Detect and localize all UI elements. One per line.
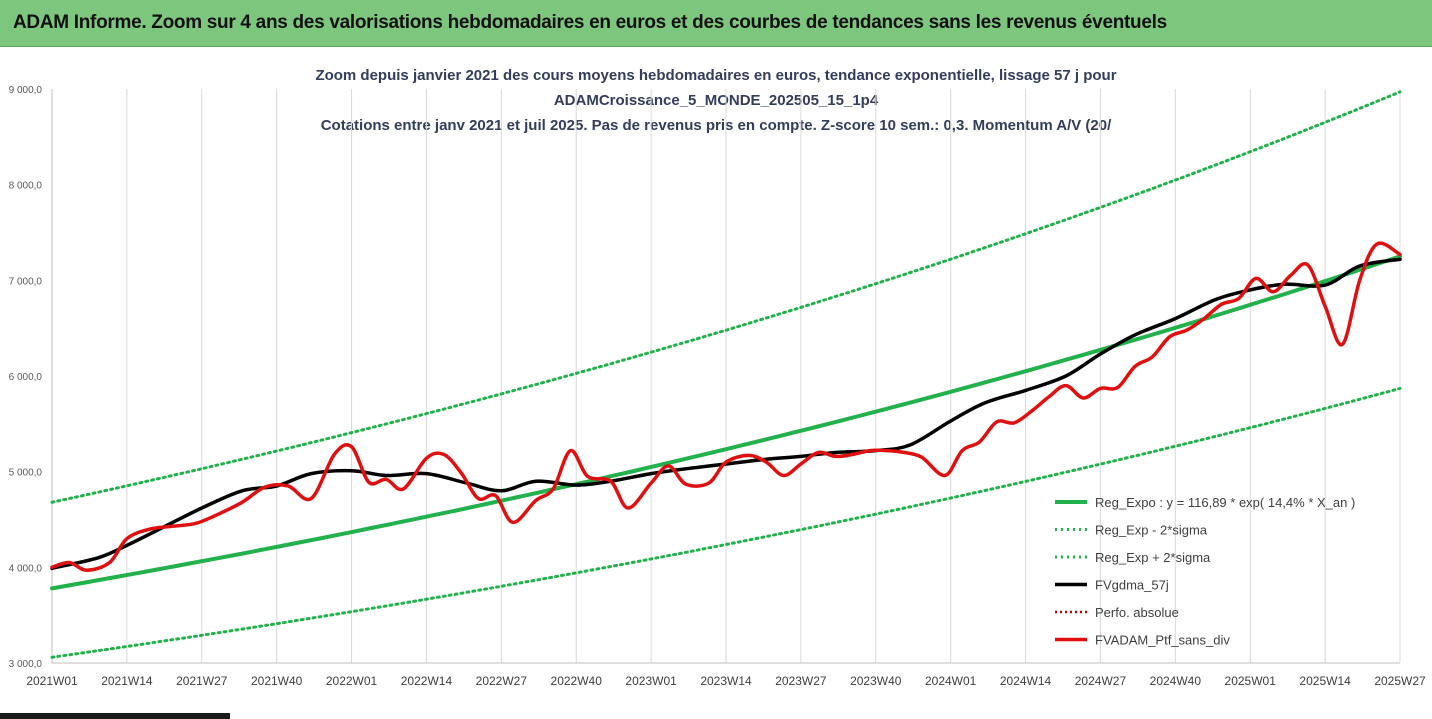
upper-sigma-band	[50, 90, 1402, 504]
x-tick-label: 2023W01	[625, 674, 677, 688]
legend-label: FVADAM_Ptf_sans_div	[1095, 633, 1230, 648]
x-tick-label: 2021W27	[176, 674, 228, 688]
x-tick-label: 2025W27	[1374, 674, 1426, 688]
legend-label: Reg_Expo : y = 116,89 * exp( 14,4% * X_a…	[1095, 495, 1355, 510]
x-tick-label: 2023W14	[700, 674, 752, 688]
y-tick-label: 6 000,0	[9, 372, 43, 383]
legend-label: Reg_Exp + 2*sigma	[1095, 550, 1211, 565]
y-tick-label: 3 000,0	[9, 659, 43, 670]
chart-title-line-1: Zoom depuis janvier 2021 des cours moyen…	[315, 67, 1117, 84]
x-tick-label: 2023W40	[850, 674, 902, 688]
banner: ADAM Informe. Zoom sur 4 ans des valoris…	[0, 0, 1432, 47]
x-tick-label: 2024W14	[1000, 674, 1052, 688]
x-tick-label: 2023W27	[775, 674, 827, 688]
banner-title: ADAM Informe. Zoom sur 4 ans des valoris…	[13, 12, 1167, 33]
x-tick-label: 2024W27	[1075, 674, 1127, 688]
x-tick-label: 2022W40	[551, 674, 603, 688]
portfolio-line	[50, 241, 1402, 572]
x-tick-label: 2022W27	[476, 674, 528, 688]
x-tick-label: 2021W40	[251, 674, 303, 688]
x-tick-label: 2025W14	[1299, 674, 1351, 688]
y-tick-label: 7 000,0	[9, 276, 43, 287]
regression-line	[50, 254, 1402, 591]
y-tick-label: 8 000,0	[9, 181, 43, 192]
x-tick-label: 2024W40	[1150, 674, 1202, 688]
x-tick-label: 2021W14	[101, 674, 153, 688]
chart-title-line-3: Cotations entre janv 2021 et juil 2025. …	[320, 117, 1112, 134]
chart-area: Zoom depuis janvier 2021 des cours moyen…	[0, 47, 1432, 719]
x-tick-label: 2021W01	[26, 674, 78, 688]
grid-layer	[51, 89, 1401, 663]
x-tick-label: 2022W01	[326, 674, 378, 688]
lower-sigma-band	[50, 386, 1402, 659]
chart-title-line-2: ADAMCroissance_5_MONDE_202505_15_1p4	[553, 92, 879, 109]
series-layer	[50, 90, 1402, 659]
legend-label: Reg_Exp - 2*sigma	[1095, 523, 1208, 538]
legend-label: Perfo. absolue	[1095, 605, 1179, 620]
x-tick-label: 2024W01	[925, 674, 977, 688]
axis-layer: 2021W01 2021W14 2021W27 2021W40 2022W01 2022W…	[9, 85, 1426, 688]
y-tick-label: 9 000,0	[9, 85, 43, 96]
x-tick-label: 2025W01	[1225, 674, 1277, 688]
legend-label: FVgdma_57j	[1095, 578, 1169, 593]
y-tick-label: 5 000,0	[9, 468, 43, 479]
x-tick-label: 2022W14	[401, 674, 453, 688]
y-tick-label: 4 000,0	[9, 563, 43, 574]
legend: Reg_Expo : y = 116,89 * exp( 14,4% * X_a…	[1055, 495, 1355, 648]
bottom-bar	[0, 713, 230, 719]
